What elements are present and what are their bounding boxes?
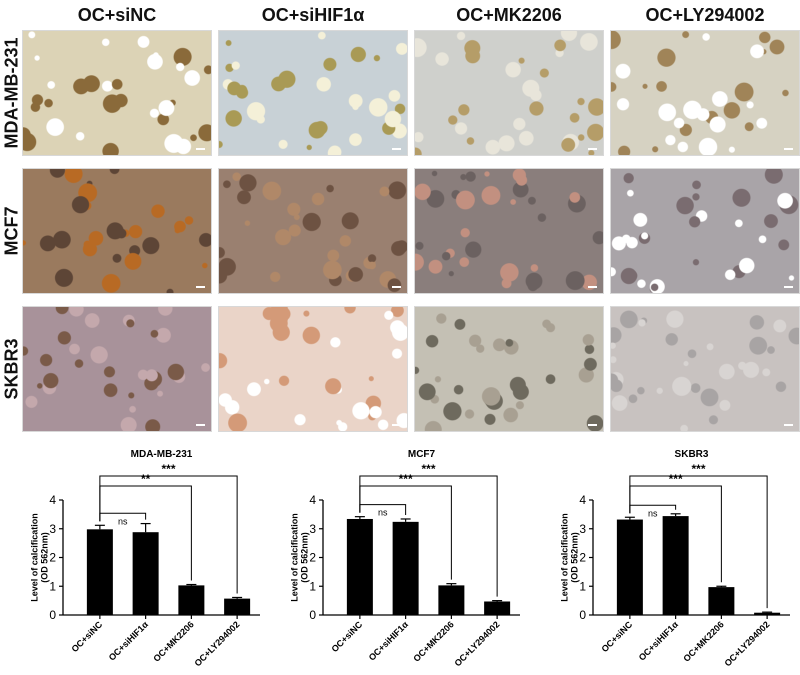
y-tick-label: 1 (49, 579, 56, 593)
x-tick-label-oc-mk2206: OC+MK2206 (681, 619, 725, 663)
y-tick-label: 1 (309, 579, 316, 593)
x-tick-label-oc-sinc: OC+siNC (599, 619, 634, 654)
significance-bracket (359, 475, 498, 597)
micrograph-mda-mb-231-oc-sinc (22, 30, 212, 156)
bar-oc-ly294002 (484, 601, 511, 615)
significance-label: *** (691, 462, 705, 476)
scale-bar (392, 286, 401, 288)
row-title-mda-mb-231: MDA-MB-231 (1, 37, 22, 149)
scale-bar (196, 424, 205, 426)
bar-oc-sinc (346, 518, 373, 615)
y-tick-label: 4 (309, 493, 316, 507)
micrograph-mcf7-oc-mk2206 (414, 168, 604, 294)
significance-label: *** (161, 462, 175, 476)
micrograph-mcf7-oc-ly294002 (610, 168, 800, 294)
significance-label: ** (141, 472, 151, 486)
y-axis-label: Level of calcification(OD 562nm) (29, 513, 49, 602)
y-tick-label: 4 (579, 493, 586, 507)
scale-bar (588, 148, 597, 150)
y-tick-label: 2 (49, 551, 56, 565)
y-axis-label: Level of calcification(OD 562nm) (289, 513, 309, 602)
y-tick-label: 1 (579, 579, 586, 593)
bar-oc-sinc (86, 529, 113, 615)
micrograph-skbr3-oc-ly294002 (610, 306, 800, 432)
scale-bar (392, 424, 401, 426)
y-tick-label: 3 (309, 522, 316, 536)
significance-label: *** (399, 472, 413, 486)
y-tick-label: 2 (579, 551, 586, 565)
x-tick-label-oc-mk2206: OC+MK2206 (411, 619, 455, 663)
x-tick-label-oc-sihif1: OC+siHIF1α (367, 619, 411, 663)
significance-label: *** (669, 472, 683, 486)
y-tick-label: 0 (579, 608, 586, 622)
column-title-oc-sihif1a: OC+siHIF1α (261, 5, 365, 25)
y-tick-label: 3 (49, 522, 56, 536)
micrograph-mda-mb-231-oc-ly294002 (610, 30, 800, 156)
chart-title: SKBR3 (675, 449, 709, 460)
scale-bar (784, 286, 793, 288)
bar-oc-mk2206 (438, 585, 465, 615)
bar-oc-mk2206 (178, 585, 205, 615)
x-tick-label-oc-mk2206: OC+MK2206 (151, 619, 195, 663)
significance-label: ns (648, 508, 658, 518)
y-tick-label: 3 (579, 522, 586, 536)
chart-title: MDA-MB-231 (131, 449, 193, 460)
x-tick-label-oc-sihif1: OC+siHIF1α (107, 619, 151, 663)
significance-label: *** (421, 462, 435, 476)
micrograph-skbr3-oc-sinc (22, 306, 212, 432)
column-title-oc-mk2206: OC+MK2206 (456, 5, 562, 25)
significance-label: ns (378, 508, 388, 518)
scale-bar (588, 286, 597, 288)
micrograph-mcf7-oc-sihif1 (218, 168, 408, 294)
micrograph-mda-mb-231-oc-mk2206 (414, 30, 604, 156)
micrograph-skbr3-oc-mk2206 (414, 306, 604, 432)
y-tick-label: 0 (309, 608, 316, 622)
micrograph-skbr3-oc-sihif1 (218, 306, 408, 432)
scale-bar (392, 148, 401, 150)
scale-bar (588, 424, 597, 426)
y-tick-label: 4 (49, 493, 56, 507)
scale-bar (196, 286, 205, 288)
chart-title: MCF7 (408, 449, 436, 460)
bar-oc-sihif1 (132, 532, 159, 615)
bar-oc-ly294002 (754, 612, 781, 615)
bar-oc-sihif1 (662, 516, 689, 615)
significance-bracket (99, 475, 238, 594)
x-tick-label-oc-sihif1: OC+siHIF1α (637, 619, 681, 663)
significance-label: ns (118, 516, 128, 526)
x-tick-label-oc-ly294002: OC+LY294002 (192, 619, 241, 668)
bar-oc-sihif1 (392, 521, 419, 615)
row-title-mcf7: MCF7 (1, 206, 22, 256)
scale-bar (784, 424, 793, 426)
scale-bar (784, 148, 793, 150)
bar-oc-sinc (616, 519, 643, 615)
y-tick-label: 2 (309, 551, 316, 565)
x-tick-label-oc-ly294002: OC+LY294002 (722, 619, 771, 668)
significance-bracket (629, 475, 768, 609)
x-tick-label-oc-sinc: OC+siNC (329, 619, 364, 654)
micrograph-mda-mb-231-oc-sihif1 (218, 30, 408, 156)
bar-oc-ly294002 (224, 598, 251, 615)
scale-bar (196, 148, 205, 150)
x-tick-label-oc-sinc: OC+siNC (69, 619, 104, 654)
column-title-oc-sinc: OC+siNC (77, 5, 157, 25)
y-axis-label: Level of calcification(OD 562nm) (559, 513, 579, 602)
y-tick-label: 0 (49, 608, 56, 622)
bar-oc-mk2206 (708, 587, 735, 615)
micrograph-mcf7-oc-sinc (22, 168, 212, 294)
column-title-oc-ly294002: OC+LY294002 (645, 5, 765, 25)
x-tick-label-oc-ly294002: OC+LY294002 (452, 619, 501, 668)
row-title-skbr3: SKBR3 (1, 338, 22, 400)
